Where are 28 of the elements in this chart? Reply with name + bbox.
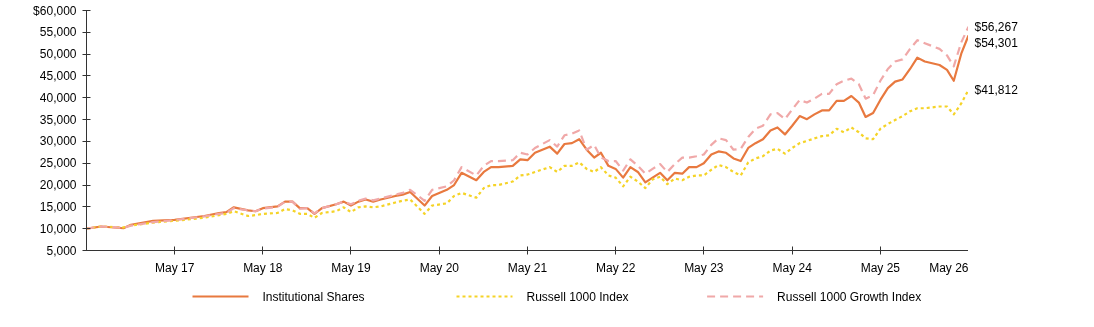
- y-tick-label: 15,000: [39, 199, 77, 214]
- x-tick-label: May 20: [419, 260, 460, 275]
- y-tick-label: 45,000: [39, 68, 77, 83]
- annotation: $56,267: [974, 19, 1019, 34]
- legend-label: Institutional Shares: [262, 289, 365, 304]
- y-tick-label: 5,000: [46, 243, 77, 258]
- x-tick-label: May 24: [772, 260, 813, 275]
- legend-label: Russell 1000 Index: [526, 289, 629, 304]
- y-tick-label: 50,000: [39, 47, 77, 62]
- x-tick-label: May 26: [929, 260, 969, 275]
- x-tick-label: May 25: [860, 260, 901, 275]
- x-tick-label: May 19: [331, 260, 371, 275]
- y-tick-label: 30,000: [39, 134, 77, 149]
- x-tick-label: May 22: [595, 260, 636, 275]
- x-tick-label: May 18: [243, 260, 283, 275]
- x-tick-label: May 21: [507, 260, 548, 275]
- y-tick-label: 40,000: [39, 90, 77, 105]
- annotation: $54,301: [974, 35, 1019, 50]
- y-tick-label: 10,000: [39, 221, 77, 236]
- x-tick-label: May 17: [154, 260, 195, 275]
- legend-label: Russell 1000 Growth Index: [777, 289, 922, 304]
- y-tick-label: $60,000: [33, 3, 77, 18]
- x-tick-label: May 23: [684, 260, 724, 275]
- y-tick-label: 25,000: [39, 156, 77, 171]
- annotation: $41,812: [974, 82, 1019, 97]
- y-tick-label: 55,000: [39, 25, 77, 40]
- y-tick-label: 20,000: [39, 178, 77, 193]
- y-tick-label: 35,000: [39, 112, 77, 127]
